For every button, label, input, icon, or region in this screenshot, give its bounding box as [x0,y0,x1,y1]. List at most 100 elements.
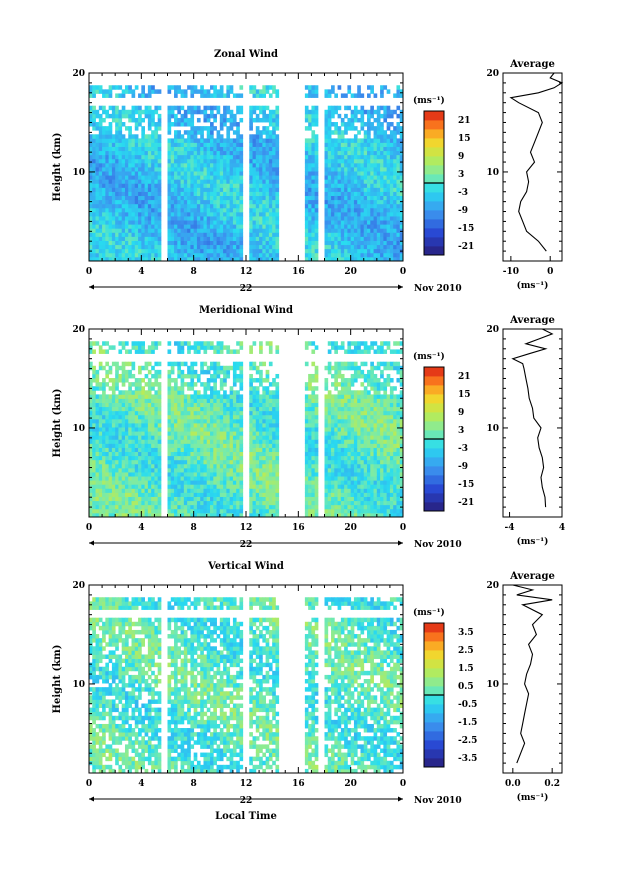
heatmap-cell [98,476,103,481]
heatmap-cell [334,167,338,172]
heatmap-cell [249,472,253,477]
heatmap-cell [144,410,149,416]
heatmap-cell [399,93,404,98]
heatmap-cell [121,244,126,250]
heatmap-cell [134,341,139,346]
heatmap-cell [383,179,388,184]
heatmap-cell [134,134,139,139]
heatmap-cell [324,252,329,258]
heatmap-cell [151,203,155,209]
heatmap-cell [157,492,162,497]
heatmap-cell [216,418,221,424]
heatmap-cell [124,390,129,395]
heatmap-cell [138,236,142,241]
heatmap-cell [151,236,155,241]
heatmap-cell [167,418,172,424]
heatmap-cell [272,216,276,221]
heatmap-cell [324,179,329,184]
heatmap-cell [340,183,345,188]
heatmap-cell [141,418,145,424]
heatmap-cell [236,252,240,258]
heatmap-cell [196,162,201,168]
heatmap-cell [219,414,224,420]
heatmap-cell [311,248,316,254]
heatmap-cell [141,390,145,395]
heatmap-cell [131,224,136,229]
heatmap-cell [193,228,198,233]
heatmap-cell [210,191,214,197]
heatmap-cell [138,207,142,213]
heatmap-cell [138,472,142,477]
heatmap-cell [226,476,231,481]
heatmap-cell [174,390,178,395]
heatmap-cell [236,365,240,371]
heatmap-cell [177,406,181,412]
heatmap-cell [210,390,214,395]
heatmap-cell [223,224,227,229]
heatmap-cell [206,476,211,481]
heatmap-cell [147,207,152,213]
heatmap-cell [131,472,136,477]
heatmap-cell [154,236,159,241]
heatmap-cell [98,154,103,160]
heatmap-cell [92,508,96,514]
heatmap-cell [239,455,244,461]
heatmap-cell [95,162,100,168]
heatmap-cell [226,142,231,147]
heatmap-cell [144,406,149,412]
heatmap-cell [389,256,394,262]
heatmap-cell [370,199,374,205]
heatmap-cell [367,134,371,139]
heatmap-cell [255,126,260,131]
heatmap-cell [177,476,181,481]
heatmap-cell [232,508,237,514]
heatmap-cell [115,476,119,481]
heatmap-cell [223,463,227,469]
heatmap-cell [314,179,319,184]
heatmap-cell [108,500,113,506]
heatmap-cell [102,365,106,371]
heatmap-cell [154,492,159,497]
heatmap-cell [196,476,201,481]
heatmap-cell [249,427,253,432]
heatmap-cell [272,232,276,237]
heatmap-cell [340,117,345,123]
heatmap-cell [324,232,329,237]
heatmap-cell [89,467,93,473]
heatmap-cell [118,459,123,465]
heatmap-cell [311,171,316,176]
heatmap-cell [210,394,214,399]
heatmap-cell [344,244,348,250]
heatmap-cell [102,220,106,225]
heatmap-cell [399,138,404,143]
heatmap-cell [134,435,139,440]
heatmap-cell [157,105,162,111]
heatmap-cell [167,211,172,217]
heatmap-cell [380,187,384,192]
heatmap-cell [337,236,342,241]
heatmap-cell [347,256,352,262]
heatmap-cell [210,224,214,229]
heatmap-cell [108,199,113,205]
heatmap-cell [111,228,116,233]
heatmap-cell [167,459,172,465]
heatmap-cell [92,142,96,147]
heatmap-cell [193,492,198,497]
heatmap-cell [167,167,172,172]
heatmap-cell [190,167,195,172]
heatmap-cell [232,496,237,502]
heatmap-cell [190,138,195,143]
heatmap-cell [219,142,224,147]
heatmap-cell [219,175,224,180]
heatmap-cell [111,504,116,510]
heatmap-cell [98,187,103,192]
heatmap-cell [236,402,240,408]
heatmap-cell [170,406,175,412]
heatmap-cell [275,211,280,217]
heatmap-cell [232,435,237,440]
heatmap-cell [118,455,123,461]
heatmap-cell [196,390,201,395]
heatmap-cell [200,508,204,514]
heatmap-cell [239,345,244,350]
heatmap-cell [275,93,280,98]
